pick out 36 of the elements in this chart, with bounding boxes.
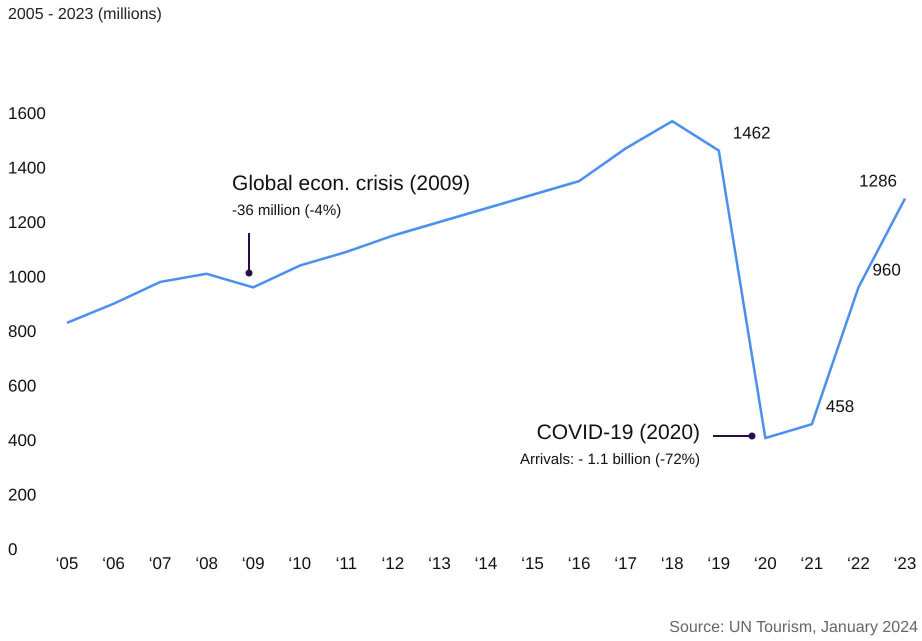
data-label: 960 bbox=[872, 260, 901, 280]
x-tick-label: ‘16 bbox=[568, 554, 590, 574]
x-tick-label: ‘11 bbox=[336, 554, 358, 574]
y-tick-label: 1600 bbox=[8, 104, 46, 123]
x-tick-label: ‘20 bbox=[754, 554, 777, 574]
x-tick-label: ‘07 bbox=[148, 554, 172, 574]
chart-title: 2005 - 2023 (millions) bbox=[8, 6, 162, 24]
y-tick-label: 800 bbox=[8, 322, 36, 341]
x-tick-label: ‘21 bbox=[800, 554, 824, 574]
x-tick-label: ‘08 bbox=[195, 554, 218, 574]
x-tick-label: ‘09 bbox=[242, 554, 265, 574]
x-tick-label: ‘14 bbox=[474, 554, 498, 574]
annotation: Global econ. crisis (2009) -36 million (-4%) bbox=[232, 172, 470, 219]
x-tick-label: ‘12 bbox=[382, 554, 404, 574]
x-tick-label: ‘19 bbox=[707, 554, 730, 574]
annotation: COVID-19 (2020) Arrivals: - 1.1 billion (-72%) bbox=[520, 421, 700, 468]
x-tick-label: ‘17 bbox=[614, 554, 638, 574]
source-note: Source: UN Tourism, January 2024 bbox=[669, 619, 918, 637]
y-tick-label: 200 bbox=[8, 486, 36, 504]
x-tick-label: ‘13 bbox=[428, 554, 451, 574]
data-label: 1462 bbox=[732, 124, 771, 143]
x-tick-label: ‘06 bbox=[102, 554, 125, 574]
x-tick-label: ‘05 bbox=[56, 554, 78, 574]
y-tick-label: 1400 bbox=[8, 158, 46, 178]
data-label: 458 bbox=[826, 397, 854, 416]
x-tick-label: ‘23 bbox=[894, 554, 916, 574]
x-tick-label: ‘10 bbox=[288, 554, 312, 574]
y-tick-label: 1200 bbox=[8, 213, 46, 232]
data-label: 1286 bbox=[859, 172, 897, 191]
y-tick-label: 400 bbox=[8, 431, 36, 450]
x-tick-label: ‘15 bbox=[521, 554, 544, 574]
y-tick-label: 600 bbox=[8, 376, 36, 396]
y-tick-label: 1000 bbox=[8, 268, 46, 286]
x-tick-label: ‘22 bbox=[847, 554, 870, 574]
x-tick-label: ‘18 bbox=[660, 554, 684, 574]
y-tick-label: 0 bbox=[8, 540, 18, 559]
